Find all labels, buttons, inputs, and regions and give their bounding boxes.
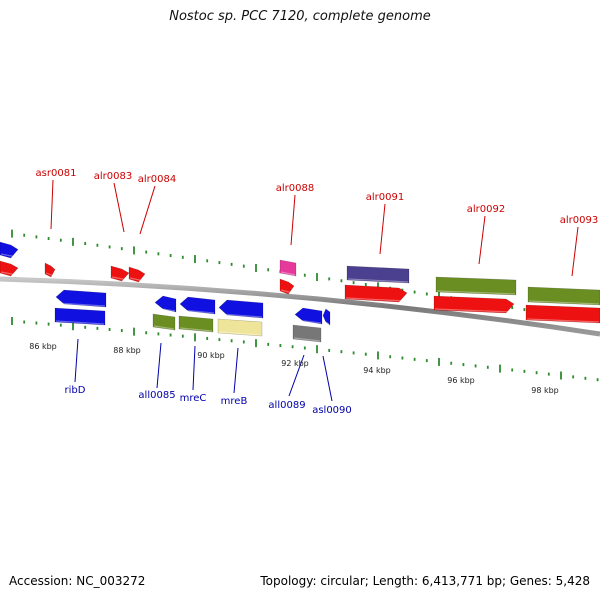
gene-block [178,315,214,333]
gene-labels: asr0081 alr0083 alr0084 alr0088 alr0091 alr00… [36,168,599,416]
gene-features [0,241,600,343]
leader-line [192,345,196,391]
scale-label: 88 kbp [113,346,141,355]
leader-line [139,185,156,235]
leader-line [322,355,333,402]
gene-block [292,324,322,343]
genome-backbone [0,276,600,337]
gene-label-alr0092[interactable]: alr0092 [467,204,505,215]
gene-block [525,304,600,324]
gene-block [55,289,107,308]
gene-label-all0089[interactable]: all0089 [268,400,305,411]
leader-line [379,203,386,255]
gene-block [152,313,176,331]
gene-block [322,308,331,326]
gene-block [435,276,517,296]
gene-block [433,295,515,314]
gene-label-alr0093[interactable]: alr0093 [560,215,598,226]
accession-text: Accession: NC_003272 [9,574,146,588]
scale-label: 96 kbp [447,376,475,385]
gene-block [128,266,146,283]
gene-label-alr0084[interactable]: alr0084 [138,174,176,185]
leader-line [571,226,579,277]
gene-label-mreB[interactable]: mreB [221,396,248,407]
gene-label-asl0090[interactable]: asl0090 [312,405,352,416]
gene-block [294,307,323,325]
gene-block [110,265,130,282]
gene-block [44,262,56,278]
leader-line [156,342,162,389]
label-leader-lines [50,179,579,402]
gene-block [279,278,295,295]
gene-block [0,260,19,277]
gene-label-alr0091[interactable]: alr0091 [366,192,404,203]
scale-label: 92 kbp [281,359,309,368]
gene-block [344,284,408,303]
leader-line [290,194,296,246]
gene-block [217,318,263,337]
leader-line [74,338,79,383]
gene-block [279,259,297,277]
gene-label-alr0088[interactable]: alr0088 [276,183,314,194]
gene-label-all0085[interactable]: all0085 [138,390,175,401]
gene-block [527,286,600,306]
gene-block [154,295,177,313]
gene-label-mreC[interactable]: mreC [180,393,207,404]
gene-block [0,241,19,259]
gene-block [179,296,216,315]
map-title: Nostoc sp. PCC 7120, complete genome [169,9,431,24]
leader-line [288,354,305,397]
scale-label: 98 kbp [531,386,559,395]
leader-line [50,179,54,230]
genome-summary-text: Topology: circular; Length: 6,413,771 bp… [260,574,590,588]
scale-labels: 86 kbp 88 kbp 90 kbp 92 kbp 94 kbp 96 kbp 98 k… [29,342,559,395]
gene-label-asr0081[interactable]: asr0081 [36,168,77,179]
leader-line [233,347,239,394]
scale-label: 90 kbp [197,351,225,360]
scale-label: 86 kbp [29,342,57,351]
reverse-strand-ticks [11,317,599,382]
gene-label-alr0083[interactable]: alr0083 [94,171,132,182]
gene-block [54,307,106,326]
leader-line [478,215,486,265]
leader-line [113,182,125,233]
scale-label: 94 kbp [363,366,391,375]
gene-label-ribD[interactable]: ribD [65,385,86,396]
gene-block [346,265,410,284]
gene-block [218,299,264,319]
